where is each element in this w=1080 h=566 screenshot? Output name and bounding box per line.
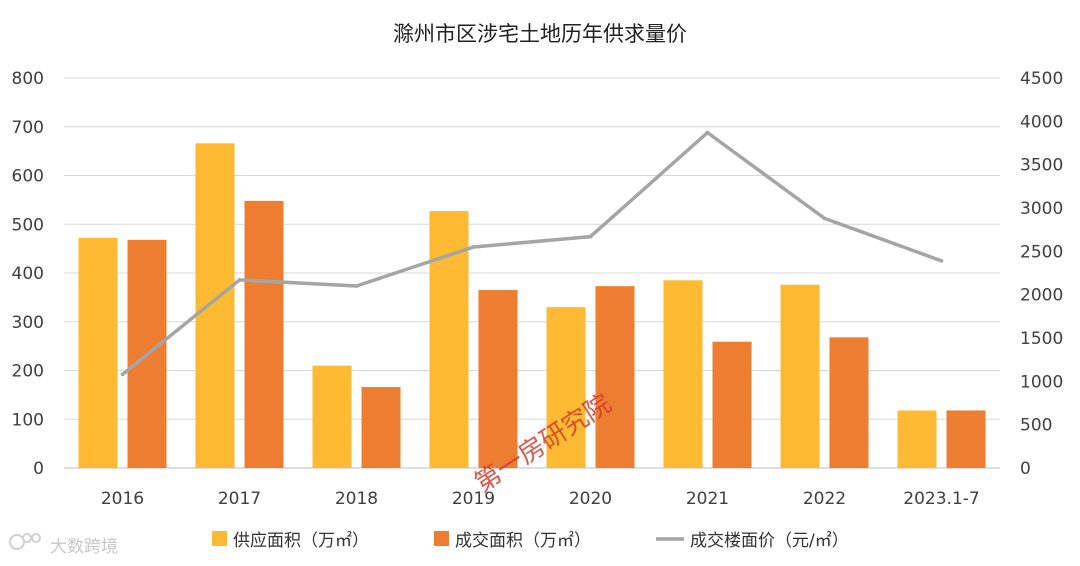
chart-title: 滁州市区涉宅土地历年供求量价: [393, 22, 687, 46]
bar-deal: [595, 286, 635, 468]
line-point: [237, 278, 242, 282]
legend-label: 成交面积（万㎡）: [455, 531, 591, 551]
right-tick-label: 2000: [1020, 286, 1063, 306]
left-tick-label: 100: [12, 410, 44, 430]
line-point: [471, 245, 476, 249]
left-tick-label: 0: [33, 459, 44, 479]
x-tick-label: 2019: [452, 489, 495, 509]
bar-supply: [897, 410, 937, 468]
bar-supply: [78, 237, 118, 468]
bar-deal: [478, 290, 518, 468]
left-tick-label: 300: [12, 313, 44, 333]
right-tick-label: 1500: [1020, 329, 1063, 349]
legend-label: 成交楼面价（元/㎡）: [690, 531, 849, 551]
right-tick-label: 1000: [1020, 372, 1063, 392]
legend-swatch: [212, 531, 227, 546]
x-tick-label: 2021: [686, 489, 729, 509]
right-axis-ticks: 0 500 1000 1500 2000 2500 3000 3500 4000 4500: [1020, 69, 1063, 479]
right-tick-label: 2500: [1020, 242, 1063, 262]
left-tick-label: 200: [12, 362, 44, 382]
left-tick-label: 600: [12, 167, 44, 187]
ie-logo-icon: [9, 533, 41, 550]
x-tick-label: 2018: [335, 489, 378, 509]
left-axis-ticks: 0 100 200 300 400 500 600 700 800: [12, 69, 44, 479]
watermark-text: 大数跨境: [50, 537, 118, 557]
legend-label: 供应面积（万㎡）: [233, 531, 369, 551]
x-tick-label: 2022: [803, 489, 846, 509]
bar-supply: [780, 284, 820, 468]
right-tick-label: 0: [1020, 459, 1031, 479]
bar-deal: [946, 410, 986, 468]
right-tick-label: 3000: [1020, 199, 1063, 219]
right-tick-label: 500: [1020, 416, 1052, 436]
bar-supply: [195, 143, 235, 468]
x-axis-ticks: 2016 2017 2018 2019 2020 2021 2022 2023.1-7: [101, 489, 980, 509]
legend-swatch: [434, 531, 449, 546]
line-point: [120, 372, 125, 377]
bar-supply: [546, 307, 586, 468]
x-tick-label: 2023.1-7: [903, 489, 979, 509]
left-tick-label: 500: [12, 215, 44, 235]
bar-deal: [361, 387, 401, 468]
right-tick-label: 4000: [1020, 112, 1063, 132]
bar-deal: [244, 200, 284, 468]
right-tick-label: 4500: [1020, 69, 1063, 89]
legend: 供应面积（万㎡） 成交面积（万㎡） 成交楼面价（元/㎡）: [212, 531, 849, 551]
left-tick-label: 400: [12, 264, 44, 284]
x-tick-label: 2017: [218, 489, 261, 509]
price-line: [120, 130, 944, 377]
bar-supply: [663, 280, 703, 468]
left-tick-label: 700: [12, 118, 44, 138]
line-point: [588, 234, 593, 239]
line-point: [354, 284, 359, 288]
x-tick-label: 2020: [569, 489, 612, 509]
left-tick-label: 800: [12, 69, 44, 89]
bars: [78, 143, 986, 468]
line-point: [705, 130, 710, 135]
x-tick-label: 2016: [101, 489, 144, 509]
line-point: [822, 216, 827, 221]
line-series: [121, 130, 943, 376]
bar-supply: [312, 365, 352, 468]
line-point: [939, 259, 944, 263]
bar-deal: [712, 341, 752, 468]
bar-deal: [829, 337, 869, 468]
right-tick-label: 3500: [1020, 156, 1063, 176]
watermark: 大数跨境: [9, 533, 118, 557]
